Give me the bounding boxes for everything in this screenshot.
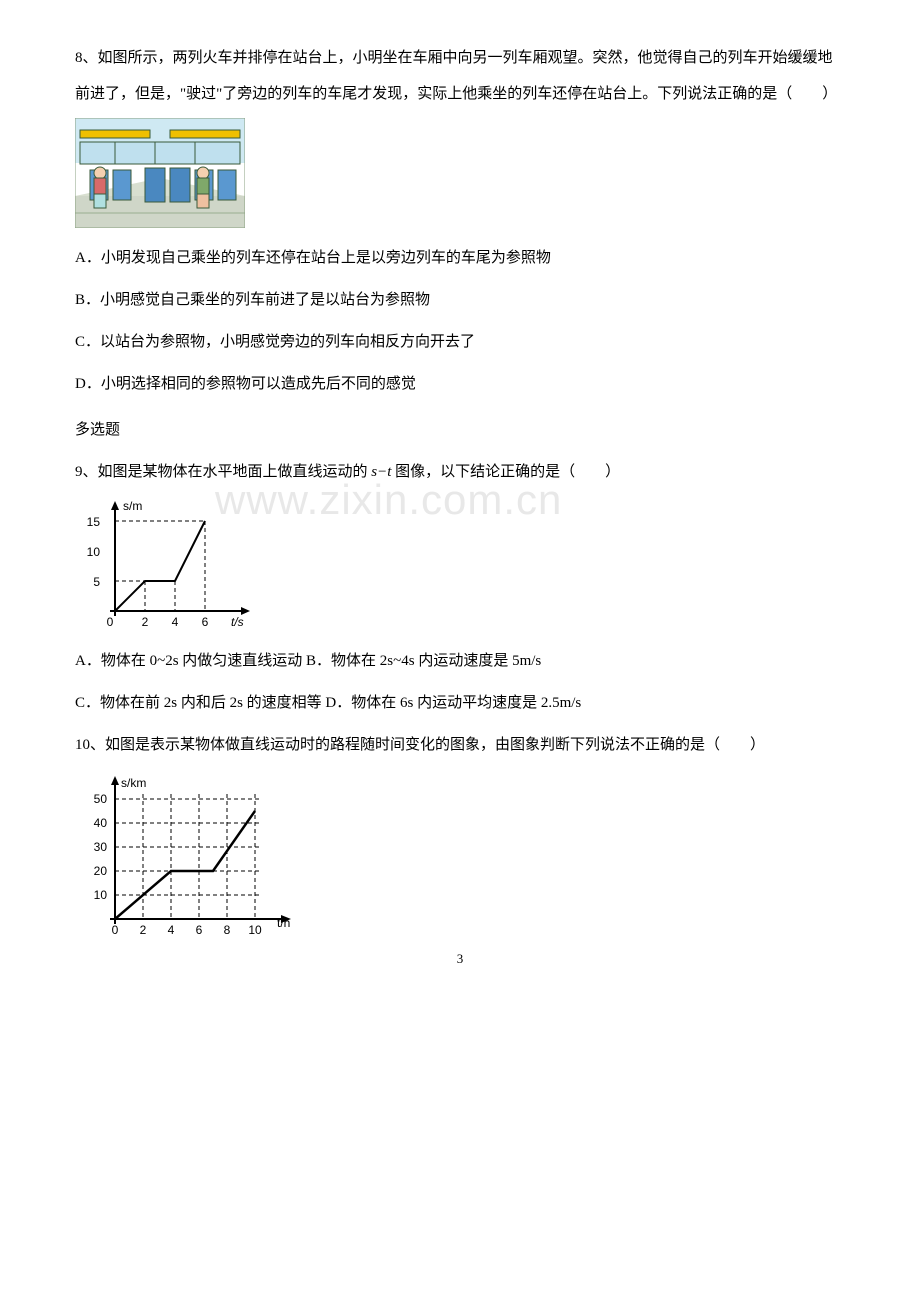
svg-text:4: 4 [168, 923, 175, 937]
svg-text:6: 6 [202, 615, 209, 629]
q9-option-cd: C．物体在前 2s 内和后 2s 的速度相等 D．物体在 6s 内运动平均速度是… [75, 685, 845, 721]
q9-figure: 5 10 15 2 4 6 0 s/m t/s [75, 496, 845, 631]
page-number: 3 [75, 951, 845, 967]
svg-text:50: 50 [94, 792, 108, 806]
svg-text:t/h: t/h [277, 916, 290, 930]
q9-stem-after: 图像，以下结论正确的是（ ） [391, 464, 620, 480]
multiselect-heading: 多选题 [75, 412, 845, 448]
q9-chart: 5 10 15 2 4 6 0 s/m t/s [75, 496, 255, 631]
q9-stem: 9、如图是某物体在水平地面上做直线运动的 s−t 图像，以下结论正确的是（ ） [75, 454, 845, 490]
svg-text:8: 8 [224, 923, 231, 937]
svg-text:4: 4 [172, 615, 179, 629]
q8-option-d: D．小明选择相同的参照物可以造成先后不同的感觉 [75, 366, 845, 402]
svg-text:t/s: t/s [231, 615, 244, 629]
q8-option-b: B．小明感觉自己乘坐的列车前进了是以站台为参照物 [75, 282, 845, 318]
svg-text:2: 2 [142, 615, 149, 629]
train-illustration [75, 118, 245, 228]
q8-stem: 8、如图所示，两列火车并排停在站台上，小明坐在车厢中向另一列车厢观望。突然，他觉… [75, 40, 845, 112]
q8-option-c: C．以站台为参照物，小明感觉旁边的列车向相反方向开去了 [75, 324, 845, 360]
svg-text:10: 10 [87, 545, 101, 559]
svg-text:s/km: s/km [121, 776, 146, 790]
q10-stem: 10、如图是表示某物体做直线运动时的路程随时间变化的图象，由图象判断下列说法不正… [75, 727, 845, 763]
svg-text:10: 10 [94, 888, 108, 902]
svg-text:10: 10 [248, 923, 262, 937]
svg-text:2: 2 [140, 923, 147, 937]
svg-text:5: 5 [93, 575, 100, 589]
q9-option-ab: A．物体在 0~2s 内做匀速直线运动 B．物体在 2s~4s 内运动速度是 5… [75, 643, 845, 679]
svg-text:s/m: s/m [123, 499, 142, 513]
svg-text:0: 0 [107, 615, 114, 629]
q8-option-a: A．小明发现自己乘坐的列车还停在站台上是以旁边列车的车尾为参照物 [75, 240, 845, 276]
svg-text:6: 6 [196, 923, 203, 937]
svg-text:15: 15 [87, 515, 101, 529]
q10-chart: 10 20 30 40 50 0 2 4 6 8 10 s/km t/h [75, 769, 305, 939]
q9-stem-before: 9、如图是某物体在水平地面上做直线运动的 [75, 464, 371, 480]
svg-text:30: 30 [94, 840, 108, 854]
q9-stem-var: s−t [371, 464, 391, 480]
q10-figure: 10 20 30 40 50 0 2 4 6 8 10 s/km t/h [75, 769, 845, 939]
svg-text:20: 20 [94, 864, 108, 878]
q8-figure [75, 118, 845, 228]
svg-text:40: 40 [94, 816, 108, 830]
svg-text:0: 0 [112, 923, 119, 937]
